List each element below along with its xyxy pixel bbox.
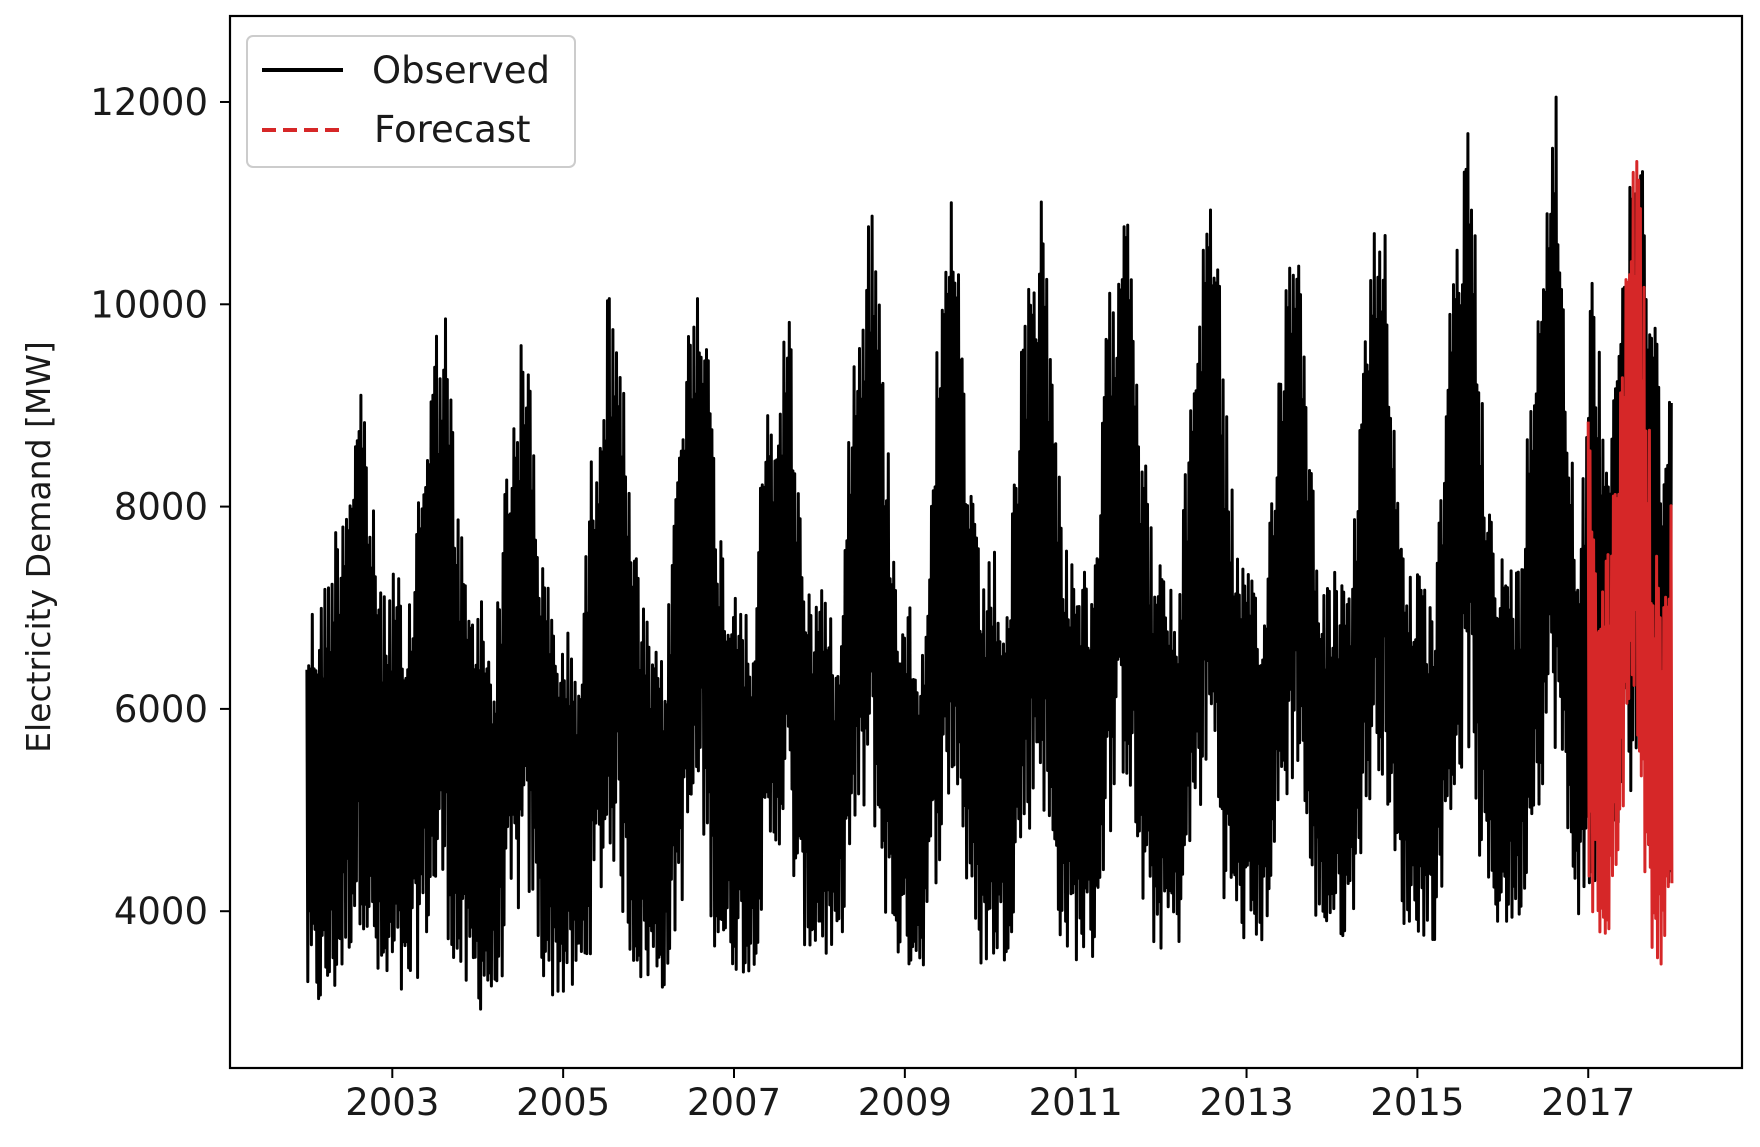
x-tick-label: 2005 (516, 1081, 610, 1124)
y-tick-label: 4000 (114, 890, 208, 933)
y-tick-label: 10000 (90, 283, 208, 326)
x-tick-label: 2017 (1541, 1081, 1635, 1124)
y-axis-ticks: 4000 6000 8000 10000 12000 (90, 81, 230, 933)
x-axis-ticks: 2003 2005 2007 2009 2011 2013 2015 2017 (345, 1068, 1635, 1124)
series-line-forecast (1586, 160, 1674, 966)
x-tick-label: 2013 (1199, 1081, 1293, 1124)
x-tick-label: 2009 (858, 1081, 952, 1124)
legend-forecast-label: Forecast (374, 108, 531, 151)
plot-area (305, 95, 1674, 1011)
x-tick-label: 2003 (345, 1081, 439, 1124)
y-tick-label: 6000 (114, 688, 208, 731)
series-line-observed (305, 95, 1673, 1011)
legend: Observed Forecast (246, 35, 576, 168)
y-tick-label: 8000 (114, 486, 208, 529)
legend-observed-label: Observed (372, 49, 550, 92)
y-tick-label: 12000 (90, 81, 208, 124)
x-tick-label: 2007 (687, 1081, 781, 1124)
x-tick-label: 2011 (1029, 1081, 1123, 1124)
x-tick-label: 2015 (1370, 1081, 1464, 1124)
y-axis-title: Electricity Demand [MW] (19, 341, 58, 753)
plot-frame (228, 14, 1744, 1070)
